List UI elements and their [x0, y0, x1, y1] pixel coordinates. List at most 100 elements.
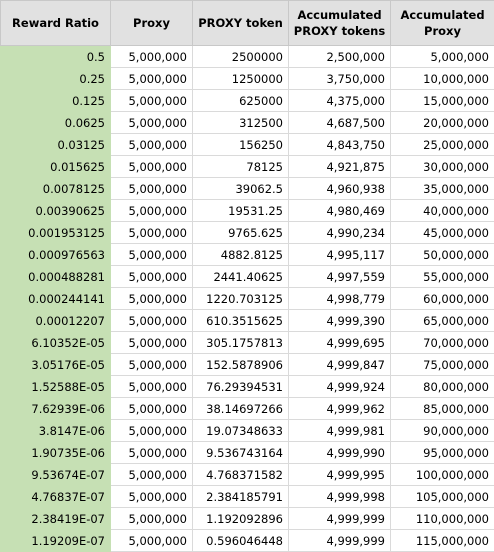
cell-reward-ratio[interactable]: 0.015625	[1, 156, 111, 178]
cell-proxy[interactable]: 5,000,000	[111, 244, 193, 266]
cell-accumulated-proxy[interactable]: 10,000,000	[391, 68, 494, 90]
header-accumulated-proxy-tokens[interactable]: Accumulated PROXY tokens	[289, 1, 391, 46]
cell-accumulated-proxy-tokens[interactable]: 4,999,990	[289, 442, 391, 464]
cell-proxy-token[interactable]: 305.1757813	[193, 332, 289, 354]
cell-accumulated-proxy-tokens[interactable]: 4,999,995	[289, 464, 391, 486]
cell-proxy[interactable]: 5,000,000	[111, 156, 193, 178]
cell-proxy[interactable]: 5,000,000	[111, 420, 193, 442]
cell-accumulated-proxy[interactable]: 15,000,000	[391, 90, 494, 112]
cell-proxy-token[interactable]: 4882.8125	[193, 244, 289, 266]
cell-proxy-token[interactable]: 2500000	[193, 46, 289, 68]
cell-proxy-token[interactable]: 2.384185791	[193, 486, 289, 508]
cell-accumulated-proxy-tokens[interactable]: 4,999,962	[289, 398, 391, 420]
cell-reward-ratio[interactable]: 7.62939E-06	[1, 398, 111, 420]
cell-accumulated-proxy-tokens[interactable]: 4,997,559	[289, 266, 391, 288]
cell-proxy[interactable]: 5,000,000	[111, 398, 193, 420]
cell-accumulated-proxy[interactable]: 85,000,000	[391, 398, 494, 420]
cell-proxy[interactable]: 5,000,000	[111, 266, 193, 288]
cell-reward-ratio[interactable]: 0.03125	[1, 134, 111, 156]
cell-proxy-token[interactable]: 39062.5	[193, 178, 289, 200]
cell-proxy-token[interactable]: 312500	[193, 112, 289, 134]
cell-proxy[interactable]: 5,000,000	[111, 376, 193, 398]
cell-accumulated-proxy[interactable]: 115,000,000	[391, 530, 494, 552]
cell-accumulated-proxy[interactable]: 95,000,000	[391, 442, 494, 464]
header-proxy[interactable]: Proxy	[111, 1, 193, 46]
cell-proxy[interactable]: 5,000,000	[111, 442, 193, 464]
cell-proxy[interactable]: 5,000,000	[111, 530, 193, 552]
cell-accumulated-proxy-tokens[interactable]: 4,687,500	[289, 112, 391, 134]
cell-reward-ratio[interactable]: 1.90735E-06	[1, 442, 111, 464]
cell-reward-ratio[interactable]: 0.000244141	[1, 288, 111, 310]
cell-proxy[interactable]: 5,000,000	[111, 68, 193, 90]
cell-proxy[interactable]: 5,000,000	[111, 508, 193, 530]
cell-accumulated-proxy[interactable]: 5,000,000	[391, 46, 494, 68]
cell-accumulated-proxy[interactable]: 25,000,000	[391, 134, 494, 156]
cell-proxy[interactable]: 5,000,000	[111, 222, 193, 244]
cell-accumulated-proxy[interactable]: 80,000,000	[391, 376, 494, 398]
cell-accumulated-proxy[interactable]: 35,000,000	[391, 178, 494, 200]
cell-reward-ratio[interactable]: 2.38419E-07	[1, 508, 111, 530]
cell-proxy[interactable]: 5,000,000	[111, 486, 193, 508]
cell-reward-ratio[interactable]: 0.00390625	[1, 200, 111, 222]
cell-reward-ratio[interactable]: 0.000976563	[1, 244, 111, 266]
cell-proxy-token[interactable]: 610.3515625	[193, 310, 289, 332]
cell-accumulated-proxy[interactable]: 30,000,000	[391, 156, 494, 178]
cell-accumulated-proxy-tokens[interactable]: 4,990,234	[289, 222, 391, 244]
cell-proxy[interactable]: 5,000,000	[111, 90, 193, 112]
cell-proxy-token[interactable]: 19531.25	[193, 200, 289, 222]
cell-proxy-token[interactable]: 19.07348633	[193, 420, 289, 442]
cell-proxy[interactable]: 5,000,000	[111, 200, 193, 222]
cell-accumulated-proxy[interactable]: 75,000,000	[391, 354, 494, 376]
cell-accumulated-proxy-tokens[interactable]: 4,999,390	[289, 310, 391, 332]
cell-accumulated-proxy-tokens[interactable]: 4,375,000	[289, 90, 391, 112]
cell-accumulated-proxy-tokens[interactable]: 4,995,117	[289, 244, 391, 266]
cell-reward-ratio[interactable]: 0.0078125	[1, 178, 111, 200]
cell-accumulated-proxy-tokens[interactable]: 3,750,000	[289, 68, 391, 90]
cell-accumulated-proxy[interactable]: 60,000,000	[391, 288, 494, 310]
cell-accumulated-proxy-tokens[interactable]: 4,999,695	[289, 332, 391, 354]
cell-accumulated-proxy-tokens[interactable]: 4,999,847	[289, 354, 391, 376]
cell-proxy-token[interactable]: 2441.40625	[193, 266, 289, 288]
cell-proxy-token[interactable]: 156250	[193, 134, 289, 156]
cell-accumulated-proxy-tokens[interactable]: 4,980,469	[289, 200, 391, 222]
cell-accumulated-proxy[interactable]: 70,000,000	[391, 332, 494, 354]
cell-accumulated-proxy-tokens[interactable]: 4,999,981	[289, 420, 391, 442]
cell-accumulated-proxy-tokens[interactable]: 4,999,924	[289, 376, 391, 398]
cell-proxy-token[interactable]: 76.29394531	[193, 376, 289, 398]
cell-accumulated-proxy-tokens[interactable]: 2,500,000	[289, 46, 391, 68]
cell-proxy[interactable]: 5,000,000	[111, 112, 193, 134]
cell-reward-ratio[interactable]: 6.10352E-05	[1, 332, 111, 354]
cell-accumulated-proxy[interactable]: 100,000,000	[391, 464, 494, 486]
cell-accumulated-proxy[interactable]: 45,000,000	[391, 222, 494, 244]
cell-accumulated-proxy-tokens[interactable]: 4,921,875	[289, 156, 391, 178]
cell-accumulated-proxy[interactable]: 65,000,000	[391, 310, 494, 332]
cell-reward-ratio[interactable]: 0.5	[1, 46, 111, 68]
cell-proxy[interactable]: 5,000,000	[111, 354, 193, 376]
cell-reward-ratio[interactable]: 0.000488281	[1, 266, 111, 288]
cell-proxy-token[interactable]: 4.768371582	[193, 464, 289, 486]
cell-proxy-token[interactable]: 0.596046448	[193, 530, 289, 552]
header-proxy-token[interactable]: PROXY token	[193, 1, 289, 46]
cell-reward-ratio[interactable]: 0.125	[1, 90, 111, 112]
cell-accumulated-proxy[interactable]: 110,000,000	[391, 508, 494, 530]
cell-proxy-token[interactable]: 152.5878906	[193, 354, 289, 376]
cell-proxy-token[interactable]: 1220.703125	[193, 288, 289, 310]
cell-proxy[interactable]: 5,000,000	[111, 288, 193, 310]
cell-proxy-token[interactable]: 78125	[193, 156, 289, 178]
cell-reward-ratio[interactable]: 3.8147E-06	[1, 420, 111, 442]
cell-accumulated-proxy[interactable]: 20,000,000	[391, 112, 494, 134]
cell-reward-ratio[interactable]: 9.53674E-07	[1, 464, 111, 486]
cell-reward-ratio[interactable]: 1.52588E-05	[1, 376, 111, 398]
cell-proxy-token[interactable]: 9.536743164	[193, 442, 289, 464]
cell-proxy-token[interactable]: 625000	[193, 90, 289, 112]
cell-reward-ratio[interactable]: 0.0625	[1, 112, 111, 134]
cell-reward-ratio[interactable]: 0.25	[1, 68, 111, 90]
cell-proxy-token[interactable]: 9765.625	[193, 222, 289, 244]
header-accumulated-proxy[interactable]: Accumulated Proxy	[391, 1, 494, 46]
cell-proxy[interactable]: 5,000,000	[111, 310, 193, 332]
cell-reward-ratio[interactable]: 1.19209E-07	[1, 530, 111, 552]
cell-accumulated-proxy[interactable]: 40,000,000	[391, 200, 494, 222]
cell-accumulated-proxy-tokens[interactable]: 4,999,999	[289, 530, 391, 552]
cell-accumulated-proxy-tokens[interactable]: 4,960,938	[289, 178, 391, 200]
cell-proxy-token[interactable]: 38.14697266	[193, 398, 289, 420]
